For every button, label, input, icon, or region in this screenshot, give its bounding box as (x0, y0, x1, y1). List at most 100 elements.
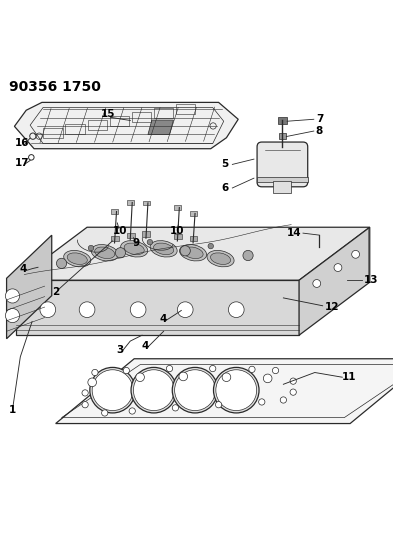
Circle shape (229, 302, 244, 318)
Ellipse shape (67, 253, 87, 264)
Circle shape (180, 246, 190, 256)
Ellipse shape (121, 240, 148, 257)
Text: 4: 4 (159, 314, 167, 324)
FancyBboxPatch shape (143, 200, 150, 205)
Circle shape (290, 378, 296, 384)
Text: 14: 14 (286, 228, 301, 238)
Polygon shape (15, 102, 238, 149)
Ellipse shape (150, 240, 177, 257)
Circle shape (272, 367, 279, 374)
Text: 11: 11 (342, 372, 357, 382)
Text: 16: 16 (15, 138, 30, 148)
Ellipse shape (207, 251, 234, 267)
FancyBboxPatch shape (174, 205, 181, 210)
Circle shape (334, 264, 342, 271)
Polygon shape (56, 359, 394, 424)
Text: 5: 5 (221, 159, 229, 169)
Text: 10: 10 (112, 226, 127, 236)
Circle shape (123, 367, 130, 374)
Circle shape (179, 372, 188, 381)
Ellipse shape (95, 247, 115, 259)
Circle shape (136, 373, 144, 382)
FancyBboxPatch shape (174, 234, 182, 239)
Polygon shape (17, 227, 370, 280)
Ellipse shape (124, 243, 144, 255)
Circle shape (92, 369, 98, 376)
Text: 10: 10 (169, 226, 184, 236)
Polygon shape (257, 177, 308, 182)
Circle shape (175, 370, 216, 410)
FancyBboxPatch shape (278, 117, 287, 124)
Circle shape (177, 302, 193, 318)
FancyBboxPatch shape (111, 236, 119, 241)
Ellipse shape (183, 247, 203, 259)
Text: 15: 15 (100, 109, 115, 118)
FancyBboxPatch shape (112, 209, 119, 214)
FancyBboxPatch shape (127, 200, 134, 205)
FancyBboxPatch shape (279, 133, 286, 139)
Circle shape (131, 367, 177, 413)
Ellipse shape (91, 245, 118, 261)
Text: 7: 7 (316, 114, 323, 124)
Text: 17: 17 (15, 158, 30, 167)
Text: 8: 8 (316, 126, 323, 136)
Circle shape (147, 239, 152, 245)
Circle shape (210, 366, 216, 372)
Circle shape (79, 302, 95, 318)
Circle shape (222, 373, 231, 382)
Circle shape (249, 366, 255, 373)
Polygon shape (299, 227, 370, 335)
Circle shape (6, 309, 20, 322)
Circle shape (243, 251, 253, 261)
Circle shape (102, 410, 108, 416)
FancyBboxPatch shape (127, 233, 135, 238)
Circle shape (329, 274, 342, 287)
Circle shape (88, 378, 97, 386)
Circle shape (258, 399, 265, 405)
FancyBboxPatch shape (142, 231, 150, 237)
Circle shape (6, 289, 20, 303)
Circle shape (130, 302, 146, 318)
FancyBboxPatch shape (273, 181, 292, 193)
Text: 1: 1 (9, 405, 16, 415)
Text: 4: 4 (20, 264, 27, 273)
FancyBboxPatch shape (190, 211, 197, 216)
Text: 3: 3 (116, 345, 124, 355)
Circle shape (352, 251, 360, 259)
Text: 13: 13 (364, 275, 378, 285)
Circle shape (82, 390, 88, 396)
Circle shape (172, 405, 178, 411)
Circle shape (280, 397, 286, 403)
Text: 2: 2 (52, 287, 59, 297)
Circle shape (40, 302, 56, 318)
Circle shape (216, 401, 222, 408)
Circle shape (90, 367, 136, 413)
Circle shape (208, 244, 214, 249)
Circle shape (263, 374, 272, 383)
Circle shape (56, 259, 67, 269)
FancyBboxPatch shape (316, 233, 323, 238)
Ellipse shape (210, 253, 230, 264)
Circle shape (115, 248, 126, 258)
Circle shape (313, 279, 321, 287)
Polygon shape (315, 247, 347, 284)
FancyBboxPatch shape (190, 236, 197, 241)
Text: 12: 12 (325, 302, 339, 312)
Circle shape (82, 401, 88, 408)
Ellipse shape (154, 243, 174, 255)
Text: 6: 6 (221, 183, 229, 193)
Polygon shape (17, 280, 299, 335)
Polygon shape (7, 235, 52, 339)
Text: 4: 4 (141, 341, 149, 351)
Circle shape (290, 389, 296, 395)
FancyBboxPatch shape (257, 142, 308, 187)
Circle shape (129, 408, 136, 414)
Circle shape (214, 367, 259, 413)
Circle shape (172, 367, 218, 413)
Circle shape (134, 370, 174, 410)
Ellipse shape (180, 245, 206, 261)
Polygon shape (148, 120, 173, 135)
Text: 90356 1750: 90356 1750 (9, 80, 100, 94)
Circle shape (166, 366, 173, 372)
Circle shape (216, 370, 256, 410)
